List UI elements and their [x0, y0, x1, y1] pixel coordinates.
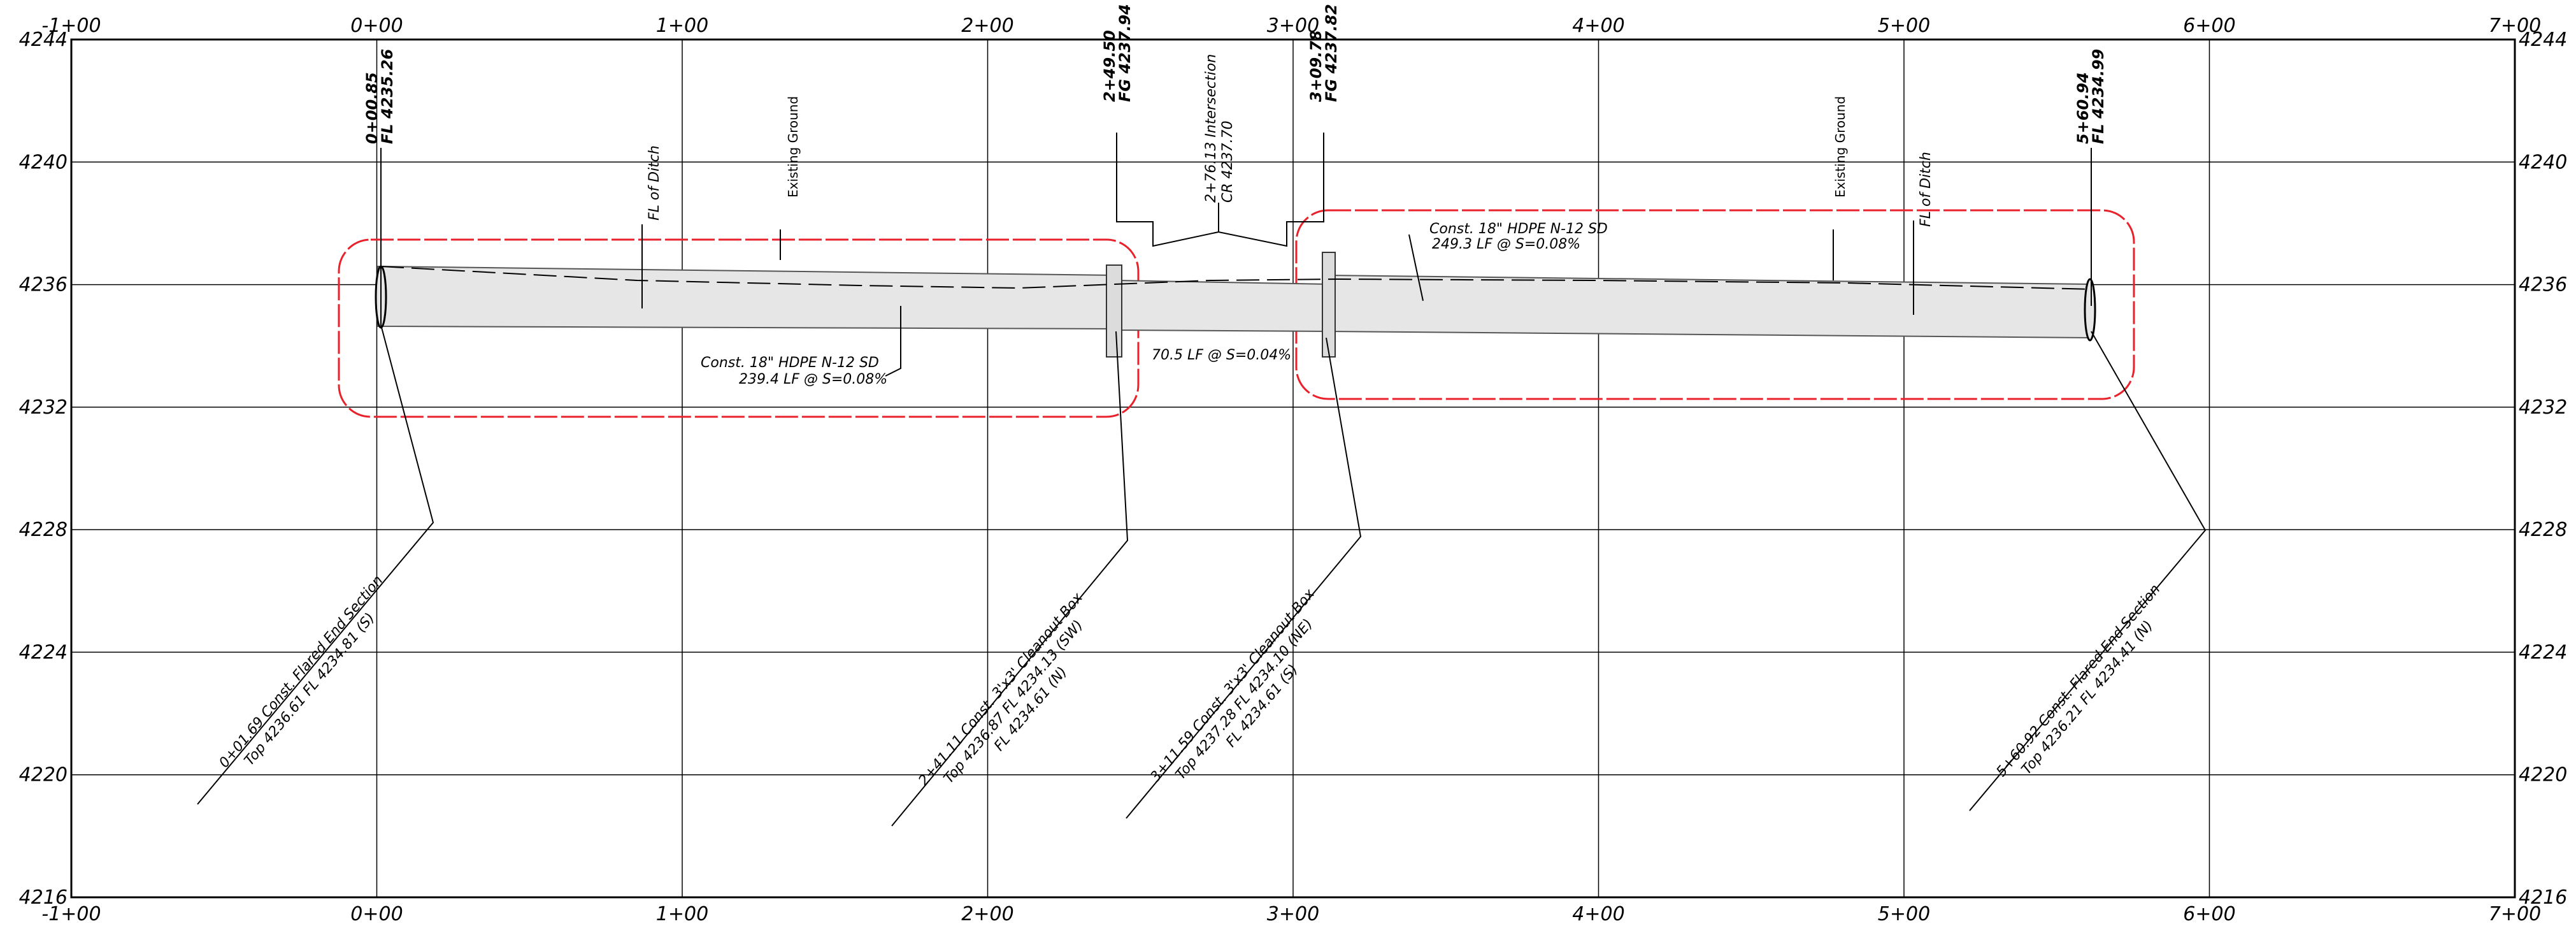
y-tick-label: 4224: [19, 641, 68, 663]
x-tick-label: 2+00: [961, 15, 1013, 37]
structure-note-fes-right: 5+60.92 Const. Flared End Section Top 42…: [1993, 578, 2180, 792]
y-tick-label: 4216: [19, 886, 68, 909]
leader-lines: [197, 133, 2207, 827]
y-tick-label: 4244: [19, 29, 68, 51]
structure-note-cleanout-2: 3+11.59 Const. 3'x3' Cleanout Box Top 42…: [1147, 582, 1348, 807]
y-tick-label: 4220: [19, 764, 68, 786]
y-tick-label: 4236: [19, 274, 68, 296]
structures: [375, 252, 2096, 358]
x-tick-label: -1+00: [41, 15, 101, 37]
callout-fl-ditch-right: FL of Ditch: [1918, 152, 1934, 227]
y-tick-label: 4236: [2519, 274, 2567, 296]
y-tick-label: 4244: [2519, 29, 2567, 51]
y-tick-label: 4224: [2519, 641, 2567, 663]
x-tick-label: 1+00: [656, 903, 708, 925]
cleanout-box-2: [1322, 252, 1336, 358]
y-tick-label: 4216: [2519, 886, 2567, 909]
callout-existing-ground-right: Existing Ground: [1833, 96, 1848, 198]
x-tick-label: -1+00: [41, 903, 101, 925]
profile-grid: [70, 38, 2516, 899]
structure-notes: 0+01.69 Const. Flared End Section Top 42…: [216, 569, 2180, 811]
y-tick-label: 4228: [19, 519, 68, 541]
y-tick-label: 4240: [2519, 151, 2567, 173]
x-tick-label: 1+00: [656, 15, 708, 37]
x-tick-label: 0+00: [350, 15, 403, 37]
x-tick-label: 6+00: [2183, 903, 2235, 925]
flared-end-section-right: [2084, 278, 2096, 342]
pipe-notes: Const. 18" HDPE N-12 SD 239.4 LF @ S=0.0…: [701, 221, 1612, 387]
x-tick-label: 7+00: [2489, 903, 2541, 925]
callout-sta-2-49-50: 2+49.50 FG 4237.94: [1101, 4, 1134, 102]
structure-note-cleanout-1: 2+41.11 Const. 3'x3' Cleanout Box Top 42…: [915, 586, 1116, 811]
pipe-note-segment-2: 70.5 LF @ S=0.04%: [1152, 347, 1291, 363]
vertical-callouts: 0+00.85 FL 4235.26 FL of Ditch Existing …: [363, 4, 2107, 227]
y-tick-label: 4240: [19, 151, 68, 173]
x-tick-label: 5+00: [1878, 15, 1930, 37]
structure-note-fes-left: 0+01.69 Const. Flared End Section Top 42…: [216, 569, 403, 783]
x-tick-label: 4+00: [1572, 903, 1624, 925]
callout-sta-3-09-78: 3+09.78 FG 4237.82: [1307, 4, 1340, 102]
y-tick-label: 4232: [2519, 396, 2567, 419]
axis-tick-labels: -1+00 -1+00 0+00 0+00 1+00 1+00 2+00 2+00 3+00 3+…: [19, 15, 2568, 925]
y-tick-label: 4232: [19, 396, 68, 419]
x-tick-label: 5+00: [1878, 903, 1930, 925]
callout-sta-5-60-94: 5+60.94 FL 4234.99: [2074, 49, 2107, 144]
callout-intersection: 2+76.13 Intersection CR 4237.70: [1203, 50, 1236, 203]
pipe-note-segment-3: Const. 18" HDPE N-12 SD 249.3 LF @ S=0.0…: [1429, 221, 1612, 252]
x-tick-label: 2+00: [961, 903, 1013, 925]
x-tick-label: 3+00: [1267, 15, 1319, 37]
y-tick-label: 4228: [2519, 519, 2567, 541]
x-tick-label: 7+00: [2489, 15, 2541, 37]
pipe-note-segment-1: Const. 18" HDPE N-12 SD 239.4 LF @ S=0.0…: [701, 355, 887, 387]
x-tick-label: 0+00: [350, 903, 403, 925]
y-tick-label: 4220: [2519, 764, 2567, 786]
pipe-run: [377, 265, 2092, 339]
pipe-segment-3: [1328, 274, 2092, 339]
callout-fl-ditch-left: FL of Ditch: [647, 145, 662, 221]
x-tick-label: 3+00: [1267, 903, 1319, 925]
x-tick-label: 4+00: [1572, 15, 1624, 37]
callout-existing-ground-left: Existing Ground: [785, 96, 801, 198]
callout-sta-0-00-85: 0+00.85 FL 4235.26: [363, 49, 396, 144]
cleanout-box-1: [1106, 264, 1122, 358]
pipe-segment-2: [1116, 279, 1329, 333]
existing-ground-line: [380, 266, 2093, 290]
pipe-segment-1: [377, 265, 1117, 330]
x-tick-label: 6+00: [2183, 15, 2235, 37]
